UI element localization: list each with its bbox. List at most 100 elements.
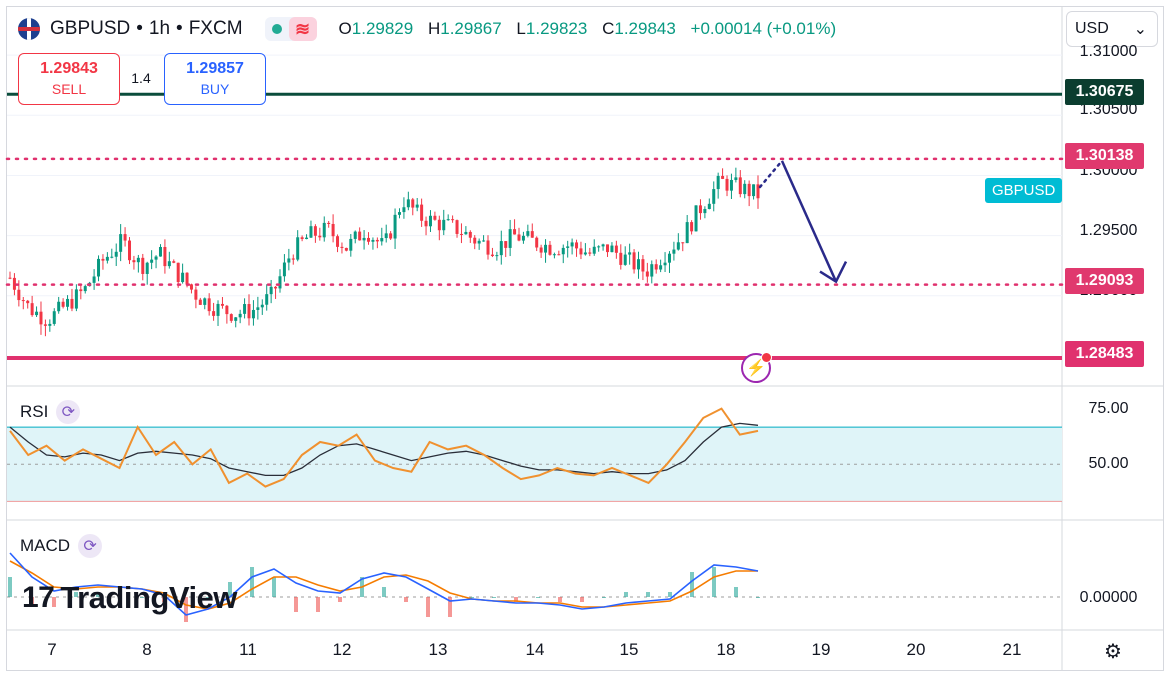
candle-body (128, 240, 132, 261)
candle-body (309, 226, 313, 238)
price-label-upper-level[interactable]: 1.30138 (1065, 143, 1144, 169)
candle-body (229, 314, 233, 321)
candle-body (344, 247, 348, 251)
x-tick: 14 (525, 640, 545, 659)
candle-body (371, 239, 375, 242)
separator: • (136, 18, 143, 39)
x-tick: 18 (716, 640, 736, 659)
candle-body (663, 262, 667, 266)
macd-histogram-bar (206, 597, 210, 598)
candle-body (446, 219, 450, 221)
symbol-name[interactable]: GBPUSD (50, 18, 131, 39)
gbp-usd-flag-icon (18, 18, 40, 40)
candle-body (136, 257, 140, 263)
macd-histogram-bar (74, 592, 78, 597)
candle-body (132, 260, 136, 263)
candle-body (234, 317, 238, 321)
candle-body (468, 231, 472, 238)
candle-body (442, 219, 446, 231)
macd-line (9, 552, 759, 616)
arrow-head (819, 261, 848, 284)
projection-dotted (758, 159, 784, 189)
candle-body (66, 298, 70, 307)
candle-body (336, 236, 340, 247)
macd-histogram-bar (470, 597, 474, 598)
candle-body (154, 256, 158, 260)
candle-body (672, 249, 676, 254)
candle-body (597, 246, 601, 248)
macd-histogram-bar (272, 577, 276, 597)
refresh-icon[interactable]: ⟳ (56, 400, 81, 424)
macd-histogram-bar (250, 567, 254, 597)
candle-body (119, 234, 123, 252)
candle-body (207, 298, 211, 312)
candle-body (614, 245, 618, 253)
candle-body (203, 298, 207, 305)
macd-histogram-bar (426, 597, 430, 617)
macd-legend[interactable]: MACD ⟳ (20, 534, 103, 558)
macd-histogram-bar (602, 597, 606, 598)
candle-body (535, 237, 539, 248)
candle-body (654, 264, 658, 270)
candle-body (632, 252, 636, 270)
refresh-icon[interactable]: ⟳ (78, 534, 103, 558)
candle-body (756, 184, 760, 199)
x-tick: 21 (1002, 640, 1022, 659)
candle-body (163, 246, 167, 267)
candle-body (539, 247, 543, 253)
candle-body (526, 231, 530, 236)
candle-body (482, 240, 486, 242)
candle-body (57, 301, 61, 312)
buy-button[interactable]: 1.29857 BUY (164, 53, 266, 105)
symbol-price-tag: GBPUSD (985, 178, 1063, 203)
macd-histogram-bar (646, 592, 650, 597)
candle-body (282, 262, 286, 277)
candle-body (738, 177, 742, 195)
candle-body (39, 311, 43, 325)
macd-histogram-bar (448, 597, 452, 617)
macd-histogram-bar (690, 572, 694, 597)
candle-body (703, 209, 707, 214)
currency-value: USD (1075, 20, 1109, 37)
candle-body (433, 215, 437, 220)
candle-body (145, 262, 149, 274)
tradingview-logo: 17 TradingView (22, 580, 237, 615)
candle-body (362, 237, 366, 241)
candle-body (747, 183, 751, 197)
candle-body (477, 240, 481, 244)
candle-body (667, 253, 671, 263)
settings-icon[interactable]: ⚙ (1104, 640, 1122, 663)
exchange: FXCM (188, 18, 243, 39)
price-label-lower-level[interactable]: 1.29093 (1065, 268, 1144, 294)
macd-histogram-bar (162, 597, 166, 602)
candle-body (420, 204, 424, 221)
chevron-down-icon: ⌄ (1133, 21, 1147, 38)
candle-body (158, 246, 162, 257)
candle-body (628, 252, 632, 255)
rsi-legend[interactable]: RSI ⟳ (20, 400, 81, 424)
candle-body (606, 244, 610, 253)
candle-body (707, 203, 711, 210)
candle-body (83, 286, 87, 292)
price-tick: 1.31000 (1079, 43, 1138, 60)
price-label-support[interactable]: 1.28483 (1065, 341, 1144, 367)
candle-body (79, 289, 83, 292)
price-label-resistance[interactable]: 1.30675 (1065, 79, 1144, 105)
timeframe[interactable]: 1h (148, 18, 171, 39)
candle-body (225, 305, 229, 315)
market-status-pill[interactable]: ≋ (264, 17, 317, 41)
sell-button[interactable]: 1.29843 SELL (18, 53, 120, 105)
lightning-alert-icon[interactable]: ⚡ (741, 352, 772, 383)
candle-body (367, 237, 371, 242)
macd-histogram-bar (96, 592, 100, 597)
candle-body (486, 240, 490, 255)
macd-histogram-bar (580, 597, 584, 602)
currency-select[interactable]: USD ⌄ (1066, 11, 1158, 47)
candle-body (8, 277, 12, 279)
candle-body (181, 272, 185, 283)
candle-body (583, 252, 587, 255)
candle-body (623, 254, 627, 265)
candle-body (752, 184, 756, 197)
candle-body (97, 258, 101, 277)
